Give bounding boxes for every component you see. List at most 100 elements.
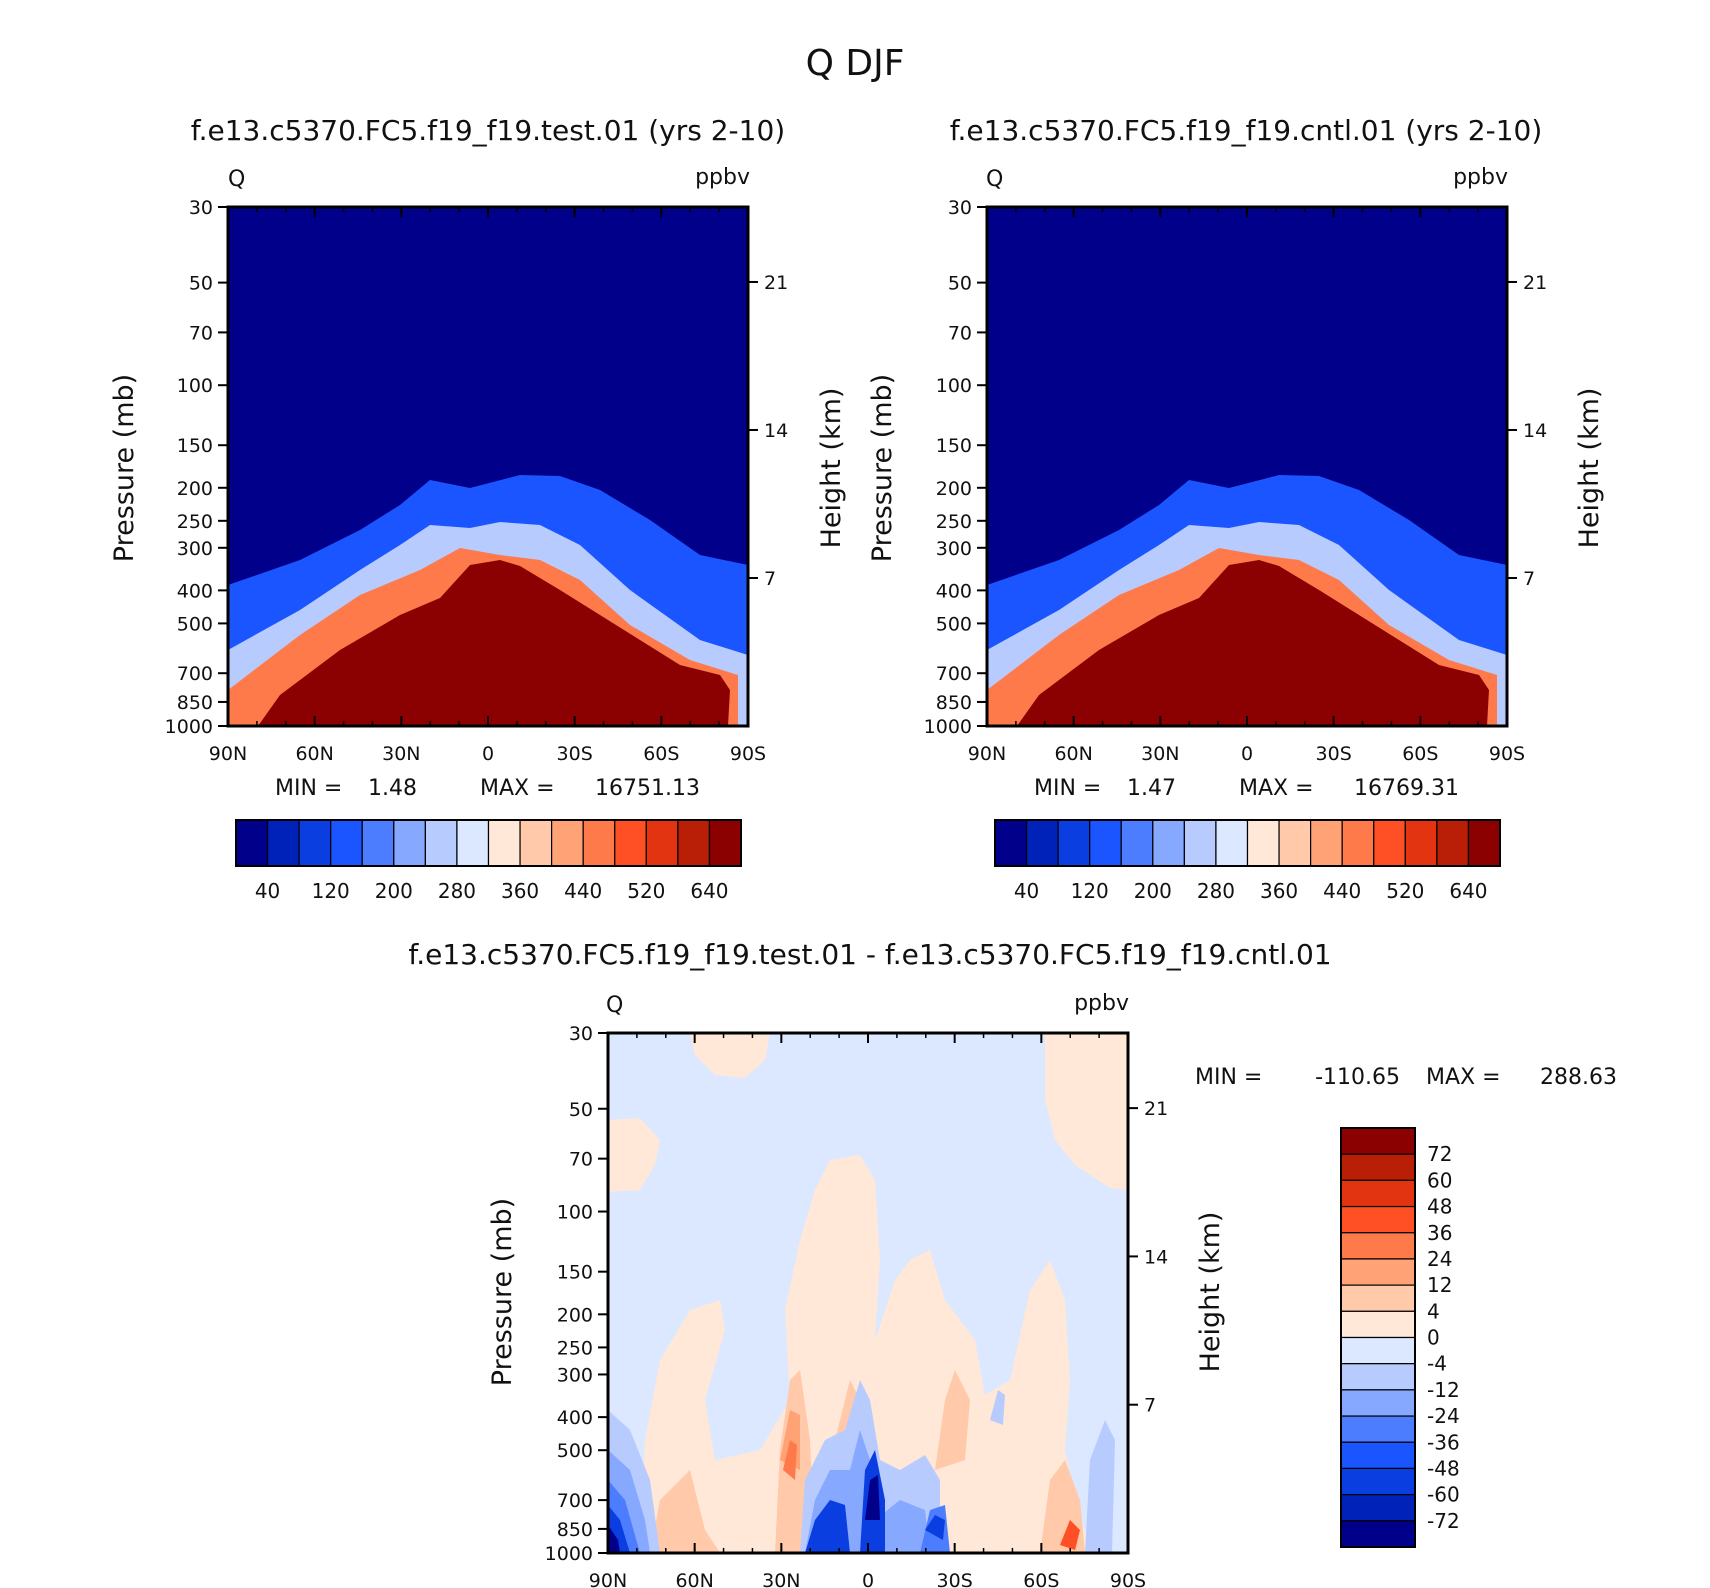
colorbar-swatch [361,819,395,867]
panel-diff-ylabel: Pressure (mb) [487,1198,518,1386]
colorbar-swatch [1340,1310,1416,1339]
y-tick-label: 400 [936,580,972,602]
y-tick-label: 1000 [924,716,972,738]
colorbar-label: 640 [1449,879,1487,903]
y-tick-label: 70 [948,322,972,344]
panel-diff-variable: Q [606,993,623,1018]
y-tick-label: 100 [557,1202,593,1224]
height-tick-label: 14 [1144,1246,1168,1268]
x-tick-label: 30S [557,743,593,765]
y-tick-label: 70 [189,322,213,344]
panel-test-colorbar: 40 120 200 280 360 440 520 640 [235,819,742,903]
x-tick-label: 60S [1023,1570,1059,1588]
colorbar-swatch [1340,1520,1416,1548]
colorbar-swatch [551,819,584,867]
y-tick-label: 50 [569,1099,593,1121]
y-tick-label: 30 [948,197,972,219]
panel-test-min-label: MIN = [275,776,342,801]
y-tick-label: 500 [177,613,213,635]
colorbar-label: 72 [1427,1142,1452,1166]
y-tick-label: 30 [189,197,213,219]
colorbar-label: 440 [564,879,602,903]
colorbar-swatch [1340,1153,1416,1181]
colorbar-swatch [1057,819,1091,867]
colorbar-label: 280 [1197,879,1235,903]
panel-test-units: ppbv [695,165,750,190]
panel-test-ylabel: Pressure (mb) [109,374,140,562]
colorbar-swatch [1278,819,1312,867]
colorbar-swatch [519,819,553,867]
height-tick-label: 7 [764,568,776,590]
figure-title: Q DJF [806,43,905,84]
y-tick-label: 250 [177,511,213,533]
colorbar-swatch [487,819,521,867]
colorbar-swatch [1436,819,1470,867]
panel-cntl-min-value: 1.47 [1127,776,1176,801]
colorbar-swatch [1215,819,1249,867]
panel-diff-title: f.e13.c5370.FC5.f19_f19.test.01 - f.e13.… [408,938,1331,971]
panel-cntl-min-label: MIN = [1034,776,1101,801]
x-tick-label: 60N [295,743,333,765]
y-tick-label: 100 [936,375,972,397]
y-tick-label: 250 [936,511,972,533]
panel-test-moist-core [258,560,730,726]
panel-diff-field [608,1033,1128,1553]
height-tick-label: 14 [764,420,788,442]
panel-cntl-max-value: 16769.31 [1354,776,1459,801]
panel-test-title: f.e13.c5370.FC5.f19_f19.test.01 (yrs 2-1… [191,114,785,147]
colorbar-swatch [1340,1363,1416,1391]
colorbar-swatch [1340,1205,1416,1234]
panel-cntl-colorbar: 40 120 200 280 360 440 520 640 [994,819,1501,903]
colorbar-label: -36 [1427,1430,1460,1454]
panel-diff-max-value: 288.63 [1540,1065,1617,1090]
colorbar-swatch [1089,819,1122,867]
y-tick-label: 150 [177,435,213,457]
colorbar-swatch [994,819,1028,867]
y-tick-label: 500 [936,613,972,635]
y-tick-label: 300 [177,538,213,560]
panel-test-field [228,207,748,726]
panel-diff-axes: 90N 60N 30N 0 30S 60S 90S 30 50 70 100 150 200 250 300… [545,1023,1169,1588]
x-tick-label: 30N [762,1570,800,1588]
colorbar-swatch [645,819,679,867]
y-tick-label: 150 [936,435,972,457]
colorbar-swatch [1467,819,1501,867]
y-tick-label: 1000 [545,1543,593,1565]
colorbar-label: 0 [1427,1326,1440,1350]
colorbar-swatch [266,819,300,867]
colorbar-swatch [1340,1494,1416,1522]
y-tick-label: 300 [936,538,972,560]
panel-test-axes: 90N 60N 30N 0 30S 60S 90S 30 50 70 100 150 200 250 300… [165,197,789,765]
panel-test: f.e13.c5370.FC5.f19_f19.test.01 (yrs 2-1… [109,114,847,903]
colorbar-swatch [1340,1441,1416,1470]
colorbar-label: 440 [1323,879,1361,903]
y-tick-label: 700 [936,663,972,685]
panel-test-min-value: 1.48 [368,776,417,801]
colorbar-swatch [1340,1232,1416,1260]
y-tick-label: 300 [557,1364,593,1386]
x-tick-label: 60N [675,1570,713,1588]
colorbar-label: 200 [1134,879,1172,903]
colorbar-swatch [1246,819,1280,867]
panel-cntl-title: f.e13.c5370.FC5.f19_f19.cntl.01 (yrs 2-1… [950,114,1543,147]
colorbar-label: 360 [501,879,539,903]
x-tick-label: 60N [1054,743,1092,765]
y-tick-label: 700 [177,663,213,685]
colorbar-label: 120 [1071,879,1109,903]
y-tick-label: 850 [177,692,213,714]
colorbar-label: 40 [255,879,280,903]
colorbar-swatch [1340,1284,1416,1312]
colorbar-swatch [1183,819,1217,867]
colorbar-swatch [1340,1179,1416,1208]
colorbar-label: 48 [1427,1195,1452,1219]
x-tick-label: 90N [589,1570,627,1588]
colorbar-label: 200 [375,879,413,903]
colorbar-label: 24 [1427,1247,1452,1271]
colorbar-label: -24 [1427,1404,1460,1428]
colorbar-swatch [1152,819,1185,867]
colorbar-frame [994,819,1501,867]
colorbar-label: 4 [1427,1299,1440,1323]
x-tick-label: 60S [1402,743,1438,765]
panel-test-max-value: 16751.13 [595,776,700,801]
